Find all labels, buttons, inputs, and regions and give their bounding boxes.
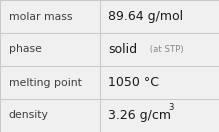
Text: 3.26 g/cm: 3.26 g/cm — [108, 109, 171, 122]
Text: 1050 °C: 1050 °C — [108, 76, 159, 89]
Text: phase: phase — [9, 44, 42, 55]
Text: density: density — [9, 110, 49, 121]
Text: melting point: melting point — [9, 77, 82, 88]
Text: (at STP): (at STP) — [147, 45, 183, 54]
Text: solid: solid — [108, 43, 138, 56]
Text: 89.64 g/mol: 89.64 g/mol — [108, 10, 184, 23]
Text: 3: 3 — [169, 103, 174, 112]
Text: molar mass: molar mass — [9, 11, 72, 22]
